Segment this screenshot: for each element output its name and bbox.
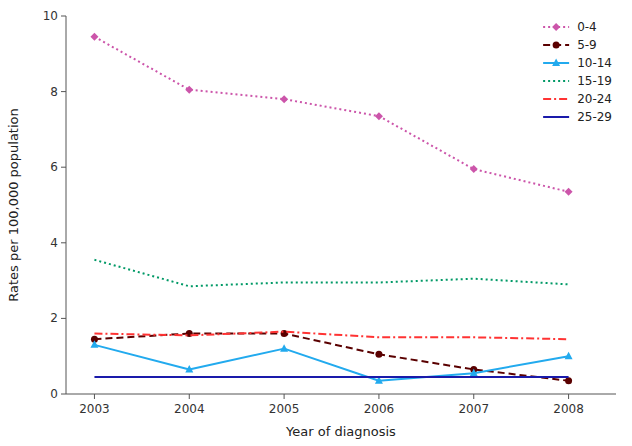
chart-container: 2003 2004 2005 2006 2007 2008 0 2 4 6 8 10 Year of d… xyxy=(0,0,632,446)
series-marker xyxy=(90,33,98,41)
series-marker xyxy=(375,112,383,120)
series-marker xyxy=(565,377,572,384)
x-tick xyxy=(189,394,190,399)
x-axis-line xyxy=(66,394,616,395)
x-tick-label: 2006 xyxy=(364,402,395,416)
chart-svg: 2003 2004 2005 2006 2007 2008 0 2 4 6 8 10 Year of d… xyxy=(0,0,632,446)
series-line xyxy=(94,332,568,340)
y-tick-label: 10 xyxy=(43,9,58,23)
y-tick xyxy=(61,167,66,168)
y-tick-label: 2 xyxy=(50,311,58,325)
legend-label: 0-4 xyxy=(577,20,597,34)
x-tick xyxy=(378,394,379,399)
legend-label: 25-29 xyxy=(577,110,612,124)
y-tick xyxy=(61,318,66,319)
legend-marker xyxy=(553,42,560,49)
y-axis-line xyxy=(66,16,67,394)
legend-label: 20-24 xyxy=(577,92,612,106)
legend-swatch xyxy=(543,116,569,118)
legend-marker xyxy=(552,59,560,67)
series-group xyxy=(90,340,572,383)
series-marker xyxy=(565,188,573,196)
x-axis-label: Year of diagnosis xyxy=(285,424,396,439)
series-line xyxy=(94,345,568,381)
legend-label: 10-14 xyxy=(577,56,612,70)
series-group xyxy=(91,330,572,384)
y-axis-label: Rates per 100,000 population xyxy=(6,108,21,302)
series-line xyxy=(94,37,568,192)
x-tick-label: 2008 xyxy=(553,402,584,416)
series-group xyxy=(90,33,572,196)
series-group xyxy=(94,376,568,377)
series-marker xyxy=(375,351,382,358)
series-group xyxy=(94,260,568,286)
series-marker xyxy=(280,344,288,352)
x-tick-label: 2005 xyxy=(269,402,300,416)
y-tick-label: 0 xyxy=(50,387,58,401)
series-line xyxy=(94,260,568,286)
x-tick xyxy=(473,394,474,399)
x-tick-label: 2004 xyxy=(174,402,205,416)
series-group xyxy=(94,332,568,340)
legend-marker xyxy=(552,23,560,31)
legend-label: 15-19 xyxy=(577,74,612,88)
x-tick-label: 2003 xyxy=(79,402,110,416)
y-tick-label: 8 xyxy=(50,85,58,99)
legend-swatch xyxy=(543,80,569,82)
series-marker xyxy=(565,352,573,360)
series-marker xyxy=(280,95,288,103)
series-marker xyxy=(470,165,478,173)
y-tick-label: 4 xyxy=(50,236,58,250)
series-marker xyxy=(185,365,193,373)
y-tick-label: 6 xyxy=(50,160,58,174)
y-tick xyxy=(61,242,66,243)
series-line xyxy=(94,376,568,378)
legend-swatch xyxy=(543,98,569,100)
x-tick xyxy=(284,394,285,399)
series-marker xyxy=(90,340,98,348)
x-tick xyxy=(568,394,569,399)
y-tick xyxy=(61,91,66,92)
x-tick-label: 2007 xyxy=(458,402,489,416)
series-marker xyxy=(185,86,193,94)
plot-area xyxy=(90,33,572,384)
y-tick xyxy=(61,16,66,17)
series-line xyxy=(94,334,568,381)
y-tick xyxy=(61,394,66,395)
series-marker xyxy=(470,369,478,377)
x-tick xyxy=(94,394,95,399)
legend: 0-4 5-9 10-14 15-19 20-24 25-29 xyxy=(543,20,612,124)
legend-label: 5-9 xyxy=(577,38,597,52)
